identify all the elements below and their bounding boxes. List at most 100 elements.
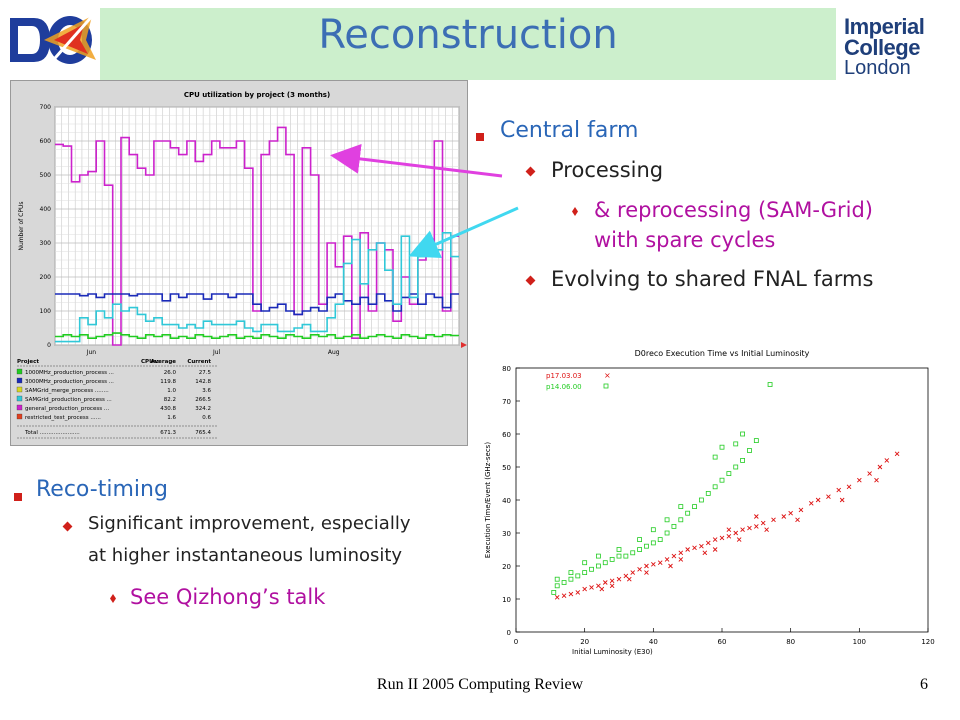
scatter-chart-svg: D0reco Execution Time vs Initial Luminos… [484, 349, 935, 656]
scatter-point-red [826, 494, 831, 500]
scatter-point-green [692, 504, 697, 510]
scatter-point-red [705, 540, 711, 546]
scatter-point-red [771, 517, 776, 523]
scatter-x-label: Initial Luminosity (E30) [572, 648, 653, 656]
scatter-point-green [616, 547, 622, 552]
bullet-small-diamond [110, 594, 116, 603]
scatter-point-red [609, 578, 615, 584]
cpu-y-label: Number of CPUs [18, 201, 25, 250]
scatter-point-green [561, 580, 567, 585]
scatter-point-red [668, 563, 673, 569]
scatter-plot-area [515, 367, 929, 633]
cyan-arrow [408, 206, 519, 259]
legend-name: 3000MHz_production_process ... [25, 379, 114, 385]
scatter-point-green [664, 530, 670, 536]
scatter-point-red [733, 530, 739, 536]
scatter-point-green [678, 517, 684, 523]
scatter-point-green [733, 464, 739, 470]
scatter-point-green [596, 563, 601, 569]
bullet-processing: Processing [551, 158, 664, 182]
legend-header-cpus: CPUs: [141, 359, 159, 365]
scatter-x-tick: 100 [853, 638, 866, 646]
scatter-point-green [753, 438, 759, 443]
logo-line-2: London [844, 57, 911, 79]
bullet-square [476, 126, 484, 145]
cpu-y-tick: 100 [40, 308, 52, 315]
scatter-legend-label: p17.03.03 [546, 372, 582, 380]
scatter-point-green [623, 553, 629, 559]
scatter-point-green [602, 560, 608, 566]
legend-header-current: Current [187, 359, 211, 365]
scatter-point-red [575, 590, 581, 595]
scatter-point-red [664, 557, 670, 562]
scatter-point-red [867, 471, 872, 476]
scatter-x-tick: 40 [649, 638, 658, 646]
scatter-point-green [650, 527, 656, 533]
scatter-point-green [582, 560, 588, 566]
cpu-chart-svg: CPU utilization by project (3 months) 0 10… [16, 91, 467, 439]
legend-average: 1.0 [167, 388, 176, 394]
scatter-point-red [760, 520, 766, 526]
scatter-y-label: Execution Time/Event (GHz-secs) [484, 442, 492, 558]
scatter-point-green [733, 441, 739, 447]
scatter-point-green [596, 553, 601, 559]
scatter-point-red [702, 550, 708, 556]
scatter-point-green [554, 576, 560, 582]
legend-swatch [16, 404, 23, 411]
legend-average: 119.8 [160, 379, 176, 385]
scatter-point-green [637, 537, 643, 543]
cpu-y-tick: 400 [40, 206, 52, 213]
scatter-y-tick: 20 [502, 563, 511, 571]
scatter-y-tick: 10 [502, 596, 511, 604]
scatter-point-green [698, 497, 704, 503]
logo-line-1: Imperial College [844, 14, 925, 60]
bullet-small-diamond [572, 207, 578, 216]
scatter-point-red [692, 545, 697, 551]
cpu-series-line [55, 293, 459, 316]
scatter-y-tick: 40 [502, 497, 511, 505]
legend-average: 26.0 [164, 370, 177, 376]
legend-name: SAMGrid_merge_process ........ [25, 388, 109, 394]
scatter-x-tick: 120 [921, 638, 934, 646]
legend-name: restricted_test_process ...... [25, 415, 101, 421]
scatter-point-red [644, 570, 649, 575]
scatter-point-red [798, 507, 804, 513]
cpu-y-tick: 600 [40, 138, 52, 145]
scatter-point-red [596, 583, 601, 589]
scatter-point-red [599, 586, 605, 592]
cpu-x-tick: Aug [328, 349, 340, 356]
scatter-point-green [582, 570, 588, 576]
scatter-point-red [699, 543, 704, 549]
footer-text: Run II 2005 Computing Review [376, 676, 584, 693]
scatter-point-red [651, 562, 656, 567]
legend-swatch [16, 413, 23, 420]
scatter-point-red [781, 514, 787, 519]
scatter-point-green [657, 537, 663, 543]
scatter-point-red [657, 560, 663, 566]
scatter-point-red [568, 591, 574, 597]
cpu-series-line [55, 232, 459, 343]
scatter-point-red [726, 527, 732, 533]
legend-current: 266.5 [195, 397, 211, 403]
scatter-point-green [630, 550, 636, 556]
cpu-series-line [55, 126, 459, 346]
scatter-title: D0reco Execution Time vs Initial Luminos… [635, 349, 810, 358]
legend-swatch [16, 395, 23, 402]
scatter-point-red [788, 510, 793, 516]
scatter-point-green [551, 589, 557, 595]
scatter-point-red [644, 563, 649, 569]
scatter-point-red [602, 580, 608, 585]
bullet-reprocessing-2: with spare cycles [594, 228, 776, 252]
scatter-y-tick: 30 [502, 530, 511, 538]
scatter-y-tick: 50 [502, 464, 511, 472]
scatter-point-green [637, 547, 643, 552]
scatter-point-red [626, 576, 632, 582]
cpu-x-tick: Jul [212, 349, 221, 356]
cpu-x-tick: Jun [86, 349, 97, 356]
scatter-point-red [685, 547, 690, 552]
scatter-y-tick: 60 [502, 431, 511, 439]
legend-current: 142.8 [195, 379, 211, 385]
scatter-point-red [815, 497, 821, 503]
bullet-shared-farms: Evolving to shared FNAL farms [551, 267, 874, 291]
scatter-point-red [712, 537, 718, 542]
